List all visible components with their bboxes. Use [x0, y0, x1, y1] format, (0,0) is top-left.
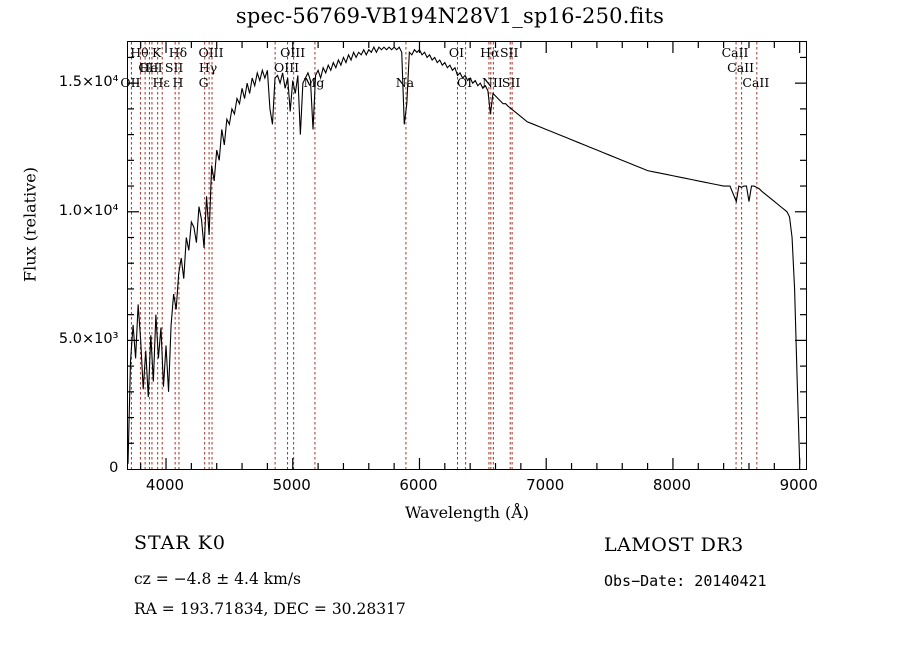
y-tick-0: 0 — [109, 460, 123, 476]
x-tick-9000: 9000 — [779, 476, 818, 494]
y-axis-title: Flux (relative) — [20, 167, 40, 282]
x-tick-7000: 7000 — [526, 476, 565, 494]
spectrum-curve — [128, 45, 801, 464]
axis-ticks — [128, 42, 806, 469]
page-title: spec-56769-VB194N28V1_sp16-250.fits — [235, 4, 665, 28]
y-tick-1: 5.0×10³ — [58, 331, 123, 348]
y-tick-2: 1.0×10⁴ — [58, 202, 123, 219]
x-tick-5000: 5000 — [272, 476, 311, 494]
plot-canvas — [128, 42, 806, 469]
x-tick-4000: 4000 — [145, 476, 185, 494]
x-axis-title: Wavelength (Å) — [404, 503, 530, 522]
x-tick-8000: 8000 — [652, 476, 692, 494]
redshift-velocity-text: cz = −4.8 ± 4.4 km/s — [134, 570, 302, 588]
x-axis-ticklabels: 4000 5000 6000 7000 8000 9000 — [127, 476, 818, 498]
object-class-text: STAR K0 — [134, 532, 226, 554]
observation-date-text: Obs−Date: 20140421 — [604, 572, 767, 590]
x-tick-6000: 6000 — [399, 476, 438, 494]
y-tick-3: 1.5×10⁴ — [58, 74, 123, 91]
y-axis-ticklabels: 0 5.0×10³ 1.0×10⁴ 1.5×10⁴ — [0, 41, 123, 476]
survey-name-text: LAMOST DR3 — [604, 534, 744, 556]
spectrum-plot — [127, 41, 807, 470]
coordinates-text: RA = 193.71834, DEC = 30.28317 — [134, 600, 406, 618]
